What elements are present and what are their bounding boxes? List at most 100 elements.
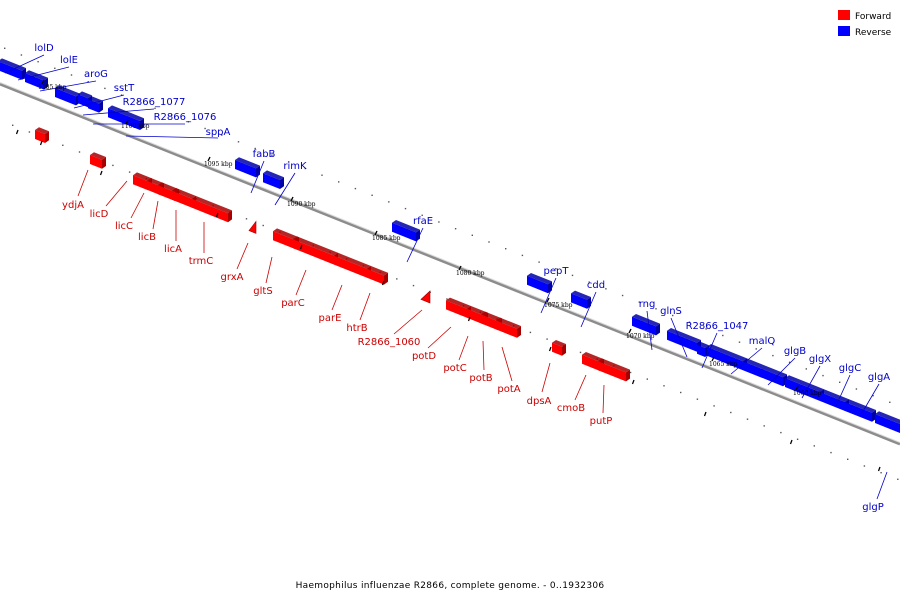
tick-dot bbox=[629, 371, 632, 374]
tick-dot bbox=[546, 338, 548, 340]
tick-dot bbox=[245, 218, 248, 220]
genes: lolD lolE aroG sstT R2866_1077 R2866_1076 sppA… bbox=[0, 43, 900, 513]
scale-mark: 1075 kbp bbox=[544, 297, 573, 309]
reverse-gene-arrow bbox=[392, 220, 420, 242]
reverse-gene-label: sstT bbox=[73, 83, 135, 109]
tick-dot bbox=[128, 171, 131, 173]
forward-gene-label: licC bbox=[115, 192, 145, 232]
lower-scale-tick bbox=[299, 244, 303, 250]
forward-gene-label: potB bbox=[469, 340, 493, 384]
tick-dot bbox=[638, 301, 640, 303]
tick-dot bbox=[154, 107, 156, 110]
tick-dot bbox=[87, 81, 89, 83]
reverse-gene-arrow bbox=[263, 170, 284, 189]
reverse-gene-label: glgX bbox=[801, 354, 831, 399]
forward-gene-arrow bbox=[248, 220, 257, 234]
reverse-gene-label: rimK bbox=[274, 161, 307, 206]
forward-gene-arrow bbox=[367, 266, 388, 285]
forward-gene-label: grxA bbox=[221, 242, 249, 283]
scale-mark: 1085 kbp bbox=[372, 230, 401, 242]
gene-label-text: R2866_1047 bbox=[686, 321, 749, 332]
reverse-gene-label: glnS bbox=[660, 306, 688, 358]
tick-dot bbox=[880, 472, 882, 474]
reverse-gene-label: sppA bbox=[125, 127, 231, 139]
gene-label-text: rfaE bbox=[413, 216, 433, 227]
forward-gene-label: htrB bbox=[346, 292, 371, 334]
reverse-gene-arrow bbox=[875, 411, 900, 433]
tick-dot bbox=[438, 221, 440, 223]
reverse-gene-label: pepT bbox=[540, 266, 569, 314]
forward-gene-arrow bbox=[552, 340, 566, 356]
gene-label-text: potC bbox=[443, 363, 466, 374]
gene-label-text: lolD bbox=[34, 43, 54, 54]
scale-mark: 1070 kbp bbox=[626, 328, 655, 340]
tick-dot bbox=[696, 398, 699, 400]
tick-dot bbox=[505, 248, 507, 250]
tick-dot bbox=[805, 368, 807, 370]
tick-dot bbox=[822, 374, 824, 377]
tick-dot bbox=[388, 201, 390, 203]
forward-gene-arrow bbox=[293, 236, 338, 265]
reverse-gene-arrow bbox=[632, 314, 660, 336]
legend-forward-swatch bbox=[838, 10, 850, 20]
tick-dot bbox=[488, 241, 490, 243]
tick-dot bbox=[321, 174, 323, 176]
tick-dot bbox=[521, 254, 524, 257]
reverse-gene-label: lolD bbox=[4, 43, 54, 74]
tick-dot bbox=[579, 351, 582, 354]
gene-label-text: cdd bbox=[587, 280, 605, 291]
lower-scale-tick bbox=[215, 212, 219, 218]
lower-scale-tick bbox=[467, 316, 471, 322]
gene-label-text: potA bbox=[497, 384, 520, 395]
scale-mark: 1100 kbp bbox=[121, 119, 150, 130]
tick-dot bbox=[788, 361, 791, 363]
gene-label-text: putP bbox=[590, 416, 613, 427]
forward-gene-label: trmC bbox=[189, 222, 214, 267]
reverse-gene-label: glgB bbox=[767, 346, 806, 386]
forward-gene-arrow bbox=[598, 358, 630, 382]
gene-label-text: sstT bbox=[114, 83, 135, 94]
gene-label-text: trmC bbox=[189, 256, 214, 267]
tick-dot bbox=[421, 214, 423, 216]
tick-dot bbox=[763, 425, 765, 427]
tick-dot bbox=[371, 194, 373, 196]
tick-dot bbox=[813, 445, 815, 447]
lower-scale-tick bbox=[99, 170, 103, 176]
tick-dot bbox=[221, 134, 223, 136]
scale-label-text: 1080 kbp bbox=[456, 270, 485, 277]
scale-mark: 1080 kbp bbox=[456, 265, 485, 277]
scale-label-text: 1085 kbp bbox=[372, 235, 401, 242]
reverse-gene-label: glgP bbox=[862, 471, 888, 513]
scale-mark: 1105 kbp bbox=[38, 79, 67, 91]
tick-dot bbox=[621, 294, 624, 297]
tick-dot bbox=[304, 167, 306, 170]
lower-scale-tick bbox=[39, 140, 43, 146]
scale-label-text: 1070 kbp bbox=[626, 333, 655, 340]
reverse-gene-arrow bbox=[820, 389, 849, 411]
gene-label-text: aroG bbox=[84, 69, 108, 80]
gene-label-text: parE bbox=[319, 313, 342, 324]
reverse-gene-label: R2866_1077 bbox=[82, 97, 185, 116]
reverse-gene-label: glgA bbox=[861, 372, 890, 414]
tick-dot bbox=[722, 334, 724, 337]
scale-label-text: 1095 kbp bbox=[204, 161, 233, 168]
legend-reverse-swatch bbox=[838, 26, 850, 36]
forward-gene-label: gltS bbox=[253, 256, 273, 297]
tick-dot bbox=[4, 47, 6, 49]
gene-label-text: potD bbox=[412, 351, 436, 362]
reverse-gene-arrow bbox=[88, 96, 103, 113]
forward-gene-label: potA bbox=[497, 346, 521, 395]
reverse-gene-label: rfaE bbox=[406, 216, 433, 263]
tick-dot bbox=[605, 288, 607, 290]
legend-reverse-label: Reverse bbox=[855, 28, 892, 38]
tick-dot bbox=[271, 154, 273, 156]
tick-dot bbox=[839, 381, 841, 383]
lower-scale-tick bbox=[15, 129, 19, 135]
tick-dot bbox=[855, 388, 858, 390]
scale-mark: 1095 kbp bbox=[204, 156, 233, 168]
scale-label-text: 1065 kbp bbox=[709, 361, 738, 368]
lower-scale-tick bbox=[877, 466, 881, 472]
gene-label-text: malQ bbox=[749, 336, 776, 347]
reverse-gene-label: fabB bbox=[250, 149, 276, 194]
